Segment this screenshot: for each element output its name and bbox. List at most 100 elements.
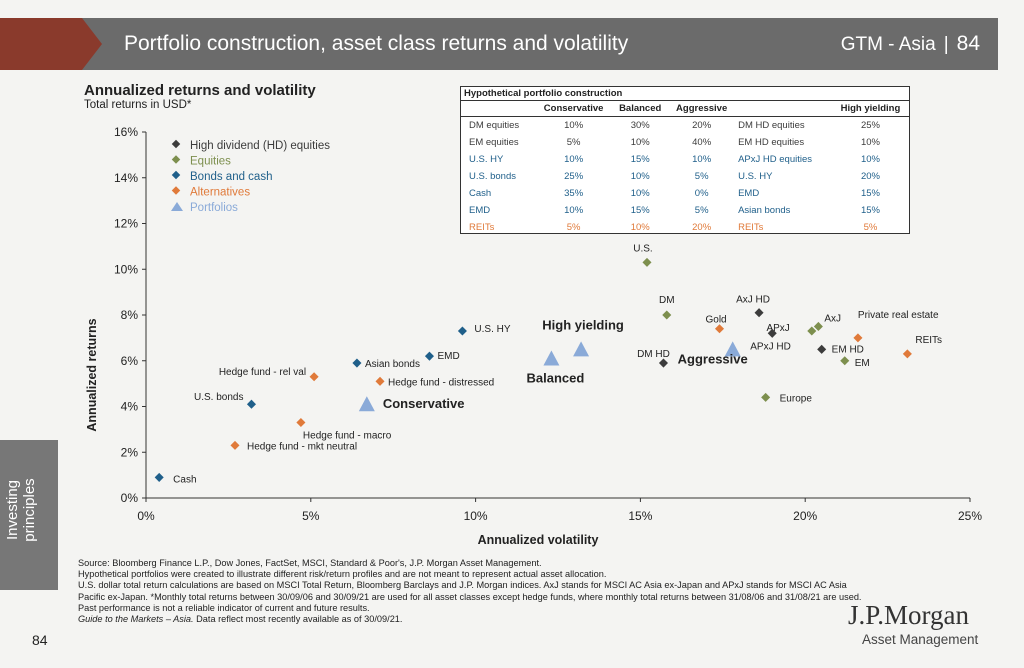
y-tick-label: 6% (121, 354, 139, 368)
table-cell: 10% (630, 171, 650, 182)
portfolio-table: Hypothetical portfolio construction Cons… (460, 86, 910, 234)
portfolio-table-header: Conservative Balanced Aggressive High yield… (461, 101, 909, 117)
table-cell: DM equities (469, 120, 520, 131)
table-column-header (461, 101, 536, 117)
data-label: DM (659, 295, 675, 306)
data-point (424, 351, 434, 361)
data-label: Hedge fund - rel val (219, 367, 306, 378)
table-cell: 10% (564, 154, 584, 165)
table-cell: 10% (630, 222, 650, 233)
data-point (767, 328, 777, 338)
data-label: EM (855, 358, 870, 369)
y-tick-label: 8% (121, 308, 139, 322)
data-point (375, 376, 385, 386)
table-cell: 5% (566, 222, 581, 233)
table-cell: DM HD equities (738, 120, 805, 131)
data-point (642, 257, 652, 267)
data-label: Hedge fund - distressed (388, 377, 494, 388)
data-label: Cash (173, 474, 196, 485)
header-chevron (82, 18, 102, 70)
data-point (807, 326, 817, 336)
table-cell: 10% (692, 154, 712, 165)
data-label: AxJ HD (736, 295, 770, 306)
legend-label-alternatives: Alternatives (190, 187, 250, 199)
data-point (230, 440, 240, 450)
data-point (754, 308, 764, 318)
series-label: GTM - Asia (840, 34, 936, 55)
data-point (817, 344, 827, 354)
table-cell: 0% (694, 188, 709, 199)
y-tick-label: 4% (121, 400, 139, 414)
header-separator: | (943, 34, 949, 55)
legend-label-hd: High dividend (HD) equities (190, 140, 330, 152)
x-tick-label: 0% (137, 509, 155, 523)
portfolio-table-body: DM equities 10% 30% 20% DM HD equities 25% EM … (461, 117, 909, 237)
table-cell: 30% (630, 120, 650, 131)
data-point (813, 321, 823, 331)
portfolio-marker (724, 341, 741, 357)
data-point (662, 310, 672, 320)
table-cell: 25% (564, 171, 584, 182)
table-row: EM equities 5% 10% 40% EM HD equities 10% (461, 134, 909, 151)
data-label: Hedge fund - mkt neutral (247, 441, 357, 452)
footnote-line: Source: Bloomberg Finance L.P., Dow Jone… (78, 558, 542, 568)
data-label: AxJ (824, 313, 841, 324)
table-cell: REITs (738, 222, 764, 233)
y-tick-label: 14% (114, 171, 138, 185)
table-row: DM equities 10% 30% 20% DM HD equities 25% (461, 117, 909, 135)
table-cell: 20% (692, 120, 712, 131)
data-label: Europe (780, 393, 813, 404)
table-cell: 40% (692, 137, 712, 148)
section-tab-line2: principles (21, 478, 38, 542)
table-row: EMD 10% 15% 5% Asian bonds 15% (461, 202, 909, 219)
chart-axes: 0% 2% 4% 6% 8% 10% 12% 14% 16% 0% 5% 10% 15% 20% 25% An… (85, 125, 982, 547)
table-cell: 15% (860, 188, 880, 199)
legend-label-equities: Equities (190, 156, 231, 168)
table-column-header: Balanced (612, 101, 669, 117)
legend-label-portfolios: Portfolios (190, 202, 238, 214)
data-label: U.S. HY (474, 324, 510, 335)
table-cell: EMD (738, 188, 760, 199)
data-label: REITs (915, 335, 942, 346)
data-label: Hedge fund - macro (303, 431, 392, 442)
data-label: High yielding (542, 317, 624, 332)
data-point (352, 358, 362, 368)
footnote-line: Guide to the Markets – Asia. Data reflec… (78, 614, 868, 625)
page-number: 84 (32, 632, 48, 648)
legend-marker-hd (171, 139, 181, 149)
data-label: EMD (437, 351, 459, 362)
table-cell: 5% (694, 205, 709, 216)
legend-marker-equities (171, 155, 181, 164)
x-tick-label: 5% (302, 509, 320, 523)
data-point (154, 472, 164, 482)
table-column-header: Conservative (535, 101, 613, 117)
table-row: Cash 35% 10% 0% EMD 15% (461, 185, 909, 202)
data-point (246, 399, 256, 409)
data-point (840, 356, 850, 366)
table-column-header (735, 101, 832, 117)
footnote-line: U.S. dollar total return calculations ar… (78, 580, 862, 602)
chart-title: Annualized returns and volatility (84, 82, 316, 99)
table-cell: 20% (692, 222, 712, 233)
section-tab[interactable] (0, 440, 58, 590)
data-label: Conservative (383, 396, 465, 411)
data-label: Gold (706, 315, 727, 326)
table-cell: 5% (566, 137, 581, 148)
header-accent (0, 18, 82, 70)
legend-marker-bonds (171, 170, 181, 180)
table-cell: 10% (630, 137, 650, 148)
x-tick-label: 15% (628, 509, 652, 523)
table-cell: U.S. bonds (469, 171, 516, 182)
y-tick-label: 16% (114, 125, 138, 139)
table-cell: 15% (630, 205, 650, 216)
x-tick-label: 20% (793, 509, 817, 523)
header-page-info: GTM - Asia | 84 (841, 32, 980, 56)
table-cell: 5% (694, 171, 709, 182)
chart-subtitle: Total returns in USD* (84, 99, 192, 111)
jpmorgan-logo: J.P.Morgan (848, 600, 970, 630)
data-point (296, 417, 306, 428)
table-column-header: High yielding (831, 101, 909, 117)
y-tick-label: 2% (121, 445, 139, 459)
legend-label-bonds: Bonds and cash (190, 171, 272, 183)
footnotes: Source: Bloomberg Finance L.P., Dow Jone… (78, 558, 868, 625)
